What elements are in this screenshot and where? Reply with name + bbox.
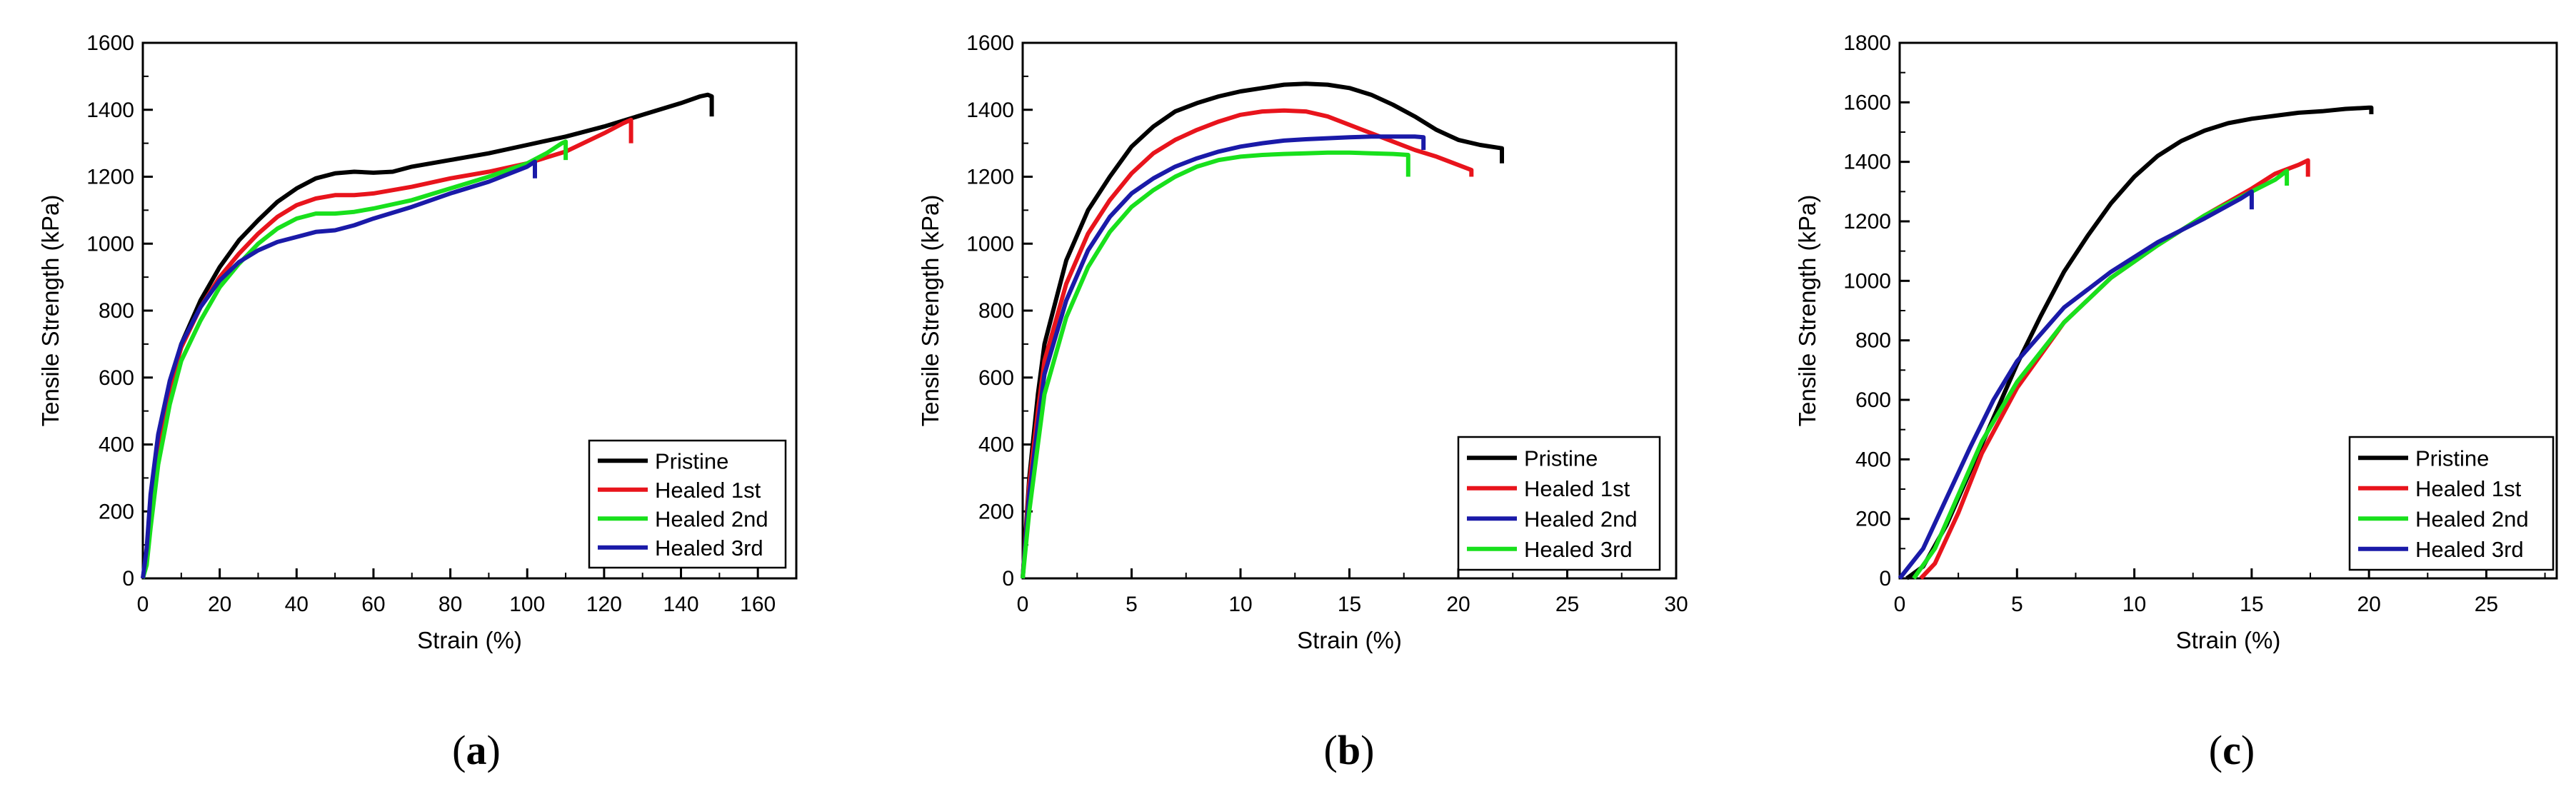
y-tick-label: 1800 xyxy=(1843,31,1891,55)
y-tick-label: 400 xyxy=(1855,448,1891,471)
y-tick-label: 400 xyxy=(978,433,1014,457)
x-axis-title: Strain (%) xyxy=(2176,627,2281,653)
y-tick-label: 600 xyxy=(99,366,134,390)
x-tick-label: 20 xyxy=(2357,593,2380,616)
y-tick-label: 1600 xyxy=(966,31,1014,55)
y-tick-label: 1400 xyxy=(86,99,134,122)
x-tick-label: 0 xyxy=(1894,593,1906,616)
x-tick-label: 5 xyxy=(1126,593,1138,616)
x-tick-label: 80 xyxy=(438,593,462,616)
series-line-healed-1st xyxy=(141,117,633,579)
x-tick-label: 5 xyxy=(2011,593,2023,616)
legend-entry: Pristine xyxy=(655,448,728,473)
x-tick-label: 25 xyxy=(1555,593,1579,616)
legend-entry: Healed 1st xyxy=(655,478,761,503)
y-tick-label: 1400 xyxy=(966,99,1014,122)
y-tick-label: 1200 xyxy=(1843,210,1891,233)
x-tick-label: 20 xyxy=(208,593,231,616)
y-tick-label: 600 xyxy=(978,366,1014,390)
legend-entry: Pristine xyxy=(2415,446,2489,471)
series-line-healed-1st xyxy=(1919,158,2310,581)
y-tick-label: 400 xyxy=(99,433,134,457)
y-tick-label: 1600 xyxy=(86,31,134,55)
y-tick-label: 1200 xyxy=(86,166,134,189)
chart-panel-b: 0 5 10 15 20 25 30 0 200 400 600 800 1000 1200 1400 160… xyxy=(917,31,1688,773)
y-tick-label: 1200 xyxy=(966,166,1014,189)
x-tick-label: 15 xyxy=(2240,593,2263,616)
y-tick-label: 1400 xyxy=(1843,151,1891,174)
x-tick-label: 10 xyxy=(2123,593,2146,616)
legend: Pristine Healed 1st Healed 2nd Healed 3rd xyxy=(588,439,787,569)
legend-entry: Healed 3rd xyxy=(655,536,763,561)
y-tick-label: 800 xyxy=(978,299,1014,323)
x-tick-label: 0 xyxy=(137,593,149,616)
series-line-healed-2nd xyxy=(141,139,568,579)
panel-label: (c) xyxy=(2209,727,2255,773)
series-line-healed-2nd xyxy=(1912,169,2290,580)
x-tick-label: 25 xyxy=(2475,593,2498,616)
y-tick-label: 0 xyxy=(1002,567,1014,591)
legend-entry: Healed 1st xyxy=(2415,476,2522,501)
series-line-healed-1st xyxy=(1021,108,1474,579)
legend-entry: Healed 2nd xyxy=(655,506,768,531)
legend-entry: Healed 2nd xyxy=(2415,506,2529,531)
x-tick-label: 140 xyxy=(663,593,698,616)
y-tick-label: 200 xyxy=(1855,508,1891,531)
legend-entry: Healed 1st xyxy=(1524,476,1630,501)
legend: Pristine Healed 1st Healed 2nd Healed 3rd xyxy=(1457,436,1661,571)
x-tick-label: 40 xyxy=(285,593,309,616)
y-tick-label: 800 xyxy=(99,299,134,323)
legend-entry: Healed 3rd xyxy=(1524,537,1633,562)
x-tick-label: 60 xyxy=(361,593,385,616)
legend-entry: Healed 3rd xyxy=(2415,537,2524,562)
series-line-pristine xyxy=(1905,105,2374,581)
y-tick-label: 1000 xyxy=(86,232,134,256)
y-axis-title: Tensile Strength (kPa) xyxy=(917,195,943,427)
chart-panel-a: 0 20 40 60 80 100 120 140 1600200400600800100012… xyxy=(37,31,798,773)
y-tick-label: 1000 xyxy=(1843,269,1891,293)
x-tick-label: 100 xyxy=(509,593,545,616)
y-tick-label: 1600 xyxy=(1843,91,1891,114)
y-tick-label: 200 xyxy=(978,500,1014,523)
x-tick-label: 20 xyxy=(1446,593,1470,616)
x-tick-label: 10 xyxy=(1228,593,1252,616)
y-tick-label: 0 xyxy=(122,567,134,591)
y-tick-label: 1000 xyxy=(966,232,1014,256)
y-axis-title: Tensile Strength (kPa) xyxy=(37,195,64,427)
series-line-healed-3rd xyxy=(141,159,537,579)
series-line-healed-3rd xyxy=(1898,189,2254,580)
series-line-healed-2nd xyxy=(1021,134,1426,579)
series-line-pristine xyxy=(1021,81,1504,579)
series-line-healed-3rd xyxy=(1021,150,1410,579)
y-tick-label: 200 xyxy=(99,500,134,523)
legend-entry: Healed 2nd xyxy=(1524,506,1638,531)
legend-entry: Pristine xyxy=(1524,446,1598,471)
x-tick-label: 15 xyxy=(1338,593,1361,616)
y-tick-label: 600 xyxy=(1855,388,1891,412)
y-axis-title: Tensile Strength (kPa) xyxy=(1794,195,1820,427)
x-axis-title: Strain (%) xyxy=(417,627,522,653)
x-tick-label: 160 xyxy=(740,593,776,616)
panel-label: (a) xyxy=(452,727,501,773)
x-tick-label: 30 xyxy=(1664,593,1688,616)
y-tick-label: 800 xyxy=(1855,329,1891,353)
legend: Pristine Healed 1st Healed 2nd Healed 3rd xyxy=(2348,436,2555,571)
x-tick-label: 120 xyxy=(586,593,622,616)
x-tick-label: 0 xyxy=(1017,593,1029,616)
panel-label: (b) xyxy=(1324,727,1375,773)
chart-panel-c: 0 5 10 15 20 25 0 200 400 600 800 1000 1200 1400 1600 1… xyxy=(1794,31,2558,773)
x-axis-title: Strain (%) xyxy=(1297,627,1402,653)
y-tick-label: 0 xyxy=(1879,567,1891,591)
